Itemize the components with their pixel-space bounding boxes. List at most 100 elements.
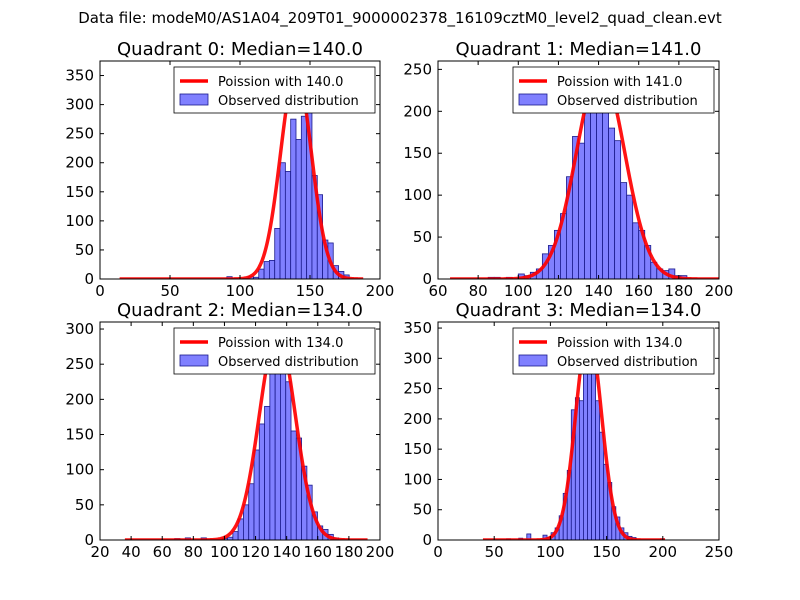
x-tick-label: 200 <box>366 282 395 300</box>
histogram-bar <box>578 142 585 279</box>
histogram-bar <box>626 194 634 279</box>
histogram-bar <box>284 171 292 279</box>
panel-title: Quadrant 2: Median=134.0 <box>117 300 363 321</box>
y-tick-label: 0 <box>84 531 94 549</box>
y-tick-label: 50 <box>75 241 94 259</box>
histogram-bar <box>263 261 270 279</box>
y-tick-label: 100 <box>403 186 432 204</box>
histogram-bar <box>279 162 286 279</box>
histogram-bar <box>595 400 601 540</box>
x-tick-label: 200 <box>366 543 395 561</box>
legend-bar-swatch <box>179 93 209 106</box>
histogram-bar <box>248 483 255 540</box>
x-tick-label: 100 <box>536 543 565 561</box>
histogram-bar <box>591 370 596 540</box>
x-tick-label: 60 <box>153 543 172 561</box>
axes-frame <box>437 321 720 541</box>
y-tick-label: 50 <box>75 496 94 514</box>
histogram-bar <box>243 504 250 540</box>
y-tick-label: 50 <box>413 501 432 519</box>
y-tick-label: 300 <box>65 96 94 114</box>
x-tick-label: 160 <box>624 282 653 300</box>
x-tick-label: 200 <box>705 282 734 300</box>
y-tick-label: 200 <box>403 410 432 428</box>
histogram-bar <box>608 127 616 279</box>
y-tick-label: 0 <box>84 270 94 288</box>
legend-line-label: Poission with 134.0 <box>218 336 343 351</box>
y-tick-label: 150 <box>65 183 94 201</box>
histogram-panels: Quadrant 0: Median=140.00 50 100 150 2000501… <box>65 39 733 561</box>
y-tick-label: 200 <box>65 154 94 172</box>
x-tick-label: 200 <box>648 543 677 561</box>
histogram-bar <box>590 106 597 279</box>
x-tick-label: 100 <box>226 282 255 300</box>
histogram-bar <box>602 94 610 279</box>
histogram-panel-quadrant-3: Quadrant 3: Median=134.0 0 50 100 150 200 250 0… <box>403 300 733 561</box>
y-tick-label: 300 <box>403 349 432 367</box>
x-tick-label: 250 <box>705 543 734 561</box>
y-tick-label: 0 <box>422 531 432 549</box>
y-tick-label: 0 <box>422 270 432 288</box>
y-tick-label: 150 <box>403 144 432 162</box>
x-tick-label: 120 <box>544 282 573 300</box>
legend-bar-label: Observed distribution <box>557 94 698 109</box>
panel-title: Quadrant 0: Median=140.0 <box>117 39 363 60</box>
legend-line-label: Poission with 141.0 <box>557 75 682 90</box>
x-tick-label: 100 <box>504 282 533 300</box>
x-tick-label: 180 <box>665 282 694 300</box>
x-tick-label: 150 <box>296 282 325 300</box>
x-tick-label: 180 <box>335 543 364 561</box>
x-tick-label: 20 <box>90 543 109 561</box>
x-tick-label: 50 <box>160 282 179 300</box>
poisson-curve <box>123 330 369 540</box>
histogram-bar <box>526 533 532 540</box>
y-tick-label: 250 <box>403 60 432 78</box>
y-tick-label: 200 <box>65 390 94 408</box>
y-tick-label: 300 <box>65 320 94 338</box>
histogram-bar <box>290 118 297 279</box>
x-tick-label: 0 <box>433 543 443 561</box>
histogram-bar <box>290 430 297 540</box>
x-tick-label: 60 <box>428 282 447 300</box>
axes-frame <box>437 60 720 280</box>
plot-area <box>123 330 369 540</box>
histogram-bar <box>258 268 265 279</box>
y-tick-label: 200 <box>403 102 432 120</box>
legend-bar-label: Observed distribution <box>557 355 698 370</box>
histogram-panel-quadrant-2: Quadrant 2: Median=134.020 40 60 80 100 120 14… <box>65 300 394 561</box>
histogram-bar <box>274 346 281 540</box>
y-tick-label: 350 <box>403 319 432 337</box>
x-tick-label: 100 <box>210 543 239 561</box>
histogram-bar <box>253 449 260 540</box>
histogram-bar <box>264 405 271 540</box>
x-tick-label: 0 <box>95 282 105 300</box>
x-tick-label: 150 <box>592 543 621 561</box>
y-tick-label: 100 <box>403 470 432 488</box>
x-tick-label: 50 <box>485 543 504 561</box>
legend-line-label: Poission with 134.0 <box>557 336 682 351</box>
y-tick-label: 50 <box>413 228 432 246</box>
legend-bar-label: Observed distribution <box>218 94 359 109</box>
histogram-bar <box>295 139 302 279</box>
histogram-bar <box>587 356 592 540</box>
histogram-bar <box>268 259 276 279</box>
histogram-panel-quadrant-0: Quadrant 0: Median=140.0 0 50 100 150 200 0 50 1… <box>65 39 394 300</box>
y-tick-label: 250 <box>65 125 94 143</box>
legend-line-label: Poission with 140.0 <box>218 75 343 90</box>
y-tick-label: 250 <box>403 380 432 398</box>
histogram-bar <box>274 228 281 279</box>
y-tick-label: 150 <box>403 440 432 458</box>
y-tick-label: 100 <box>65 212 94 230</box>
legend-bar-swatch <box>518 354 548 367</box>
histogram-bar <box>578 400 584 540</box>
figure-title: Data file: modeM0/AS1A04_209T01_90000023… <box>78 9 722 28</box>
x-tick-label: 40 <box>122 543 141 561</box>
histogram-bar <box>632 222 640 279</box>
x-tick-label: 140 <box>272 543 301 561</box>
histogram-bar <box>285 381 292 540</box>
histogram-bar <box>280 360 287 540</box>
histogram-bar <box>258 423 265 540</box>
histogram-bar <box>584 110 591 279</box>
legend-bar-swatch <box>518 93 548 106</box>
